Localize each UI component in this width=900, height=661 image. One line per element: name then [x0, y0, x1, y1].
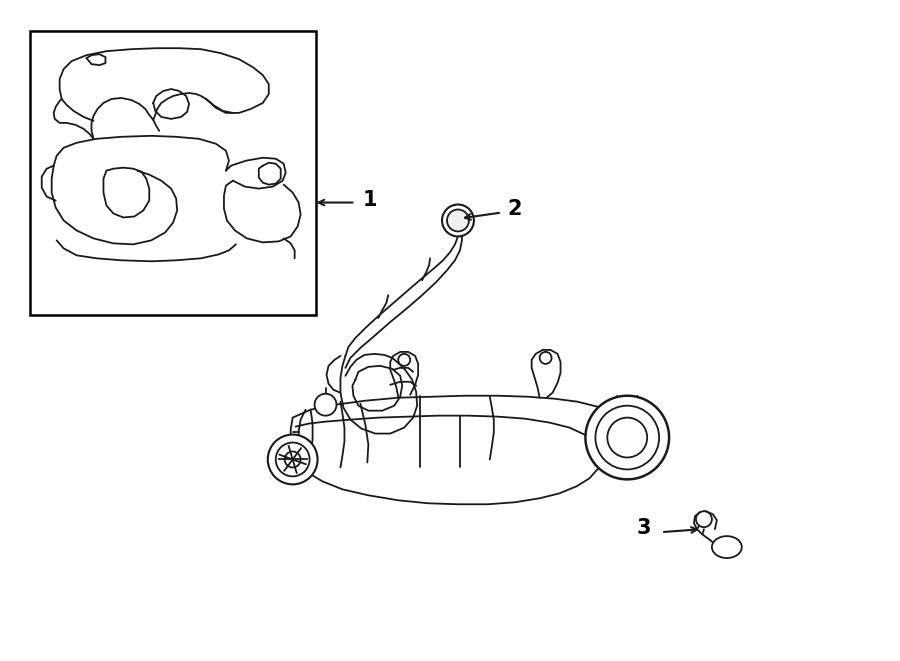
Circle shape — [585, 396, 669, 479]
Circle shape — [696, 511, 712, 527]
Circle shape — [284, 451, 301, 467]
Circle shape — [268, 434, 318, 485]
Text: 1: 1 — [363, 190, 377, 210]
Circle shape — [596, 406, 659, 469]
Bar — [30, 31, 316, 315]
Circle shape — [275, 442, 310, 477]
Circle shape — [447, 210, 469, 231]
Circle shape — [315, 394, 337, 416]
Circle shape — [398, 354, 410, 366]
Circle shape — [608, 418, 647, 457]
Text: 3: 3 — [636, 518, 652, 538]
Ellipse shape — [712, 536, 742, 558]
Circle shape — [442, 204, 474, 237]
Text: 2: 2 — [508, 198, 522, 219]
Circle shape — [540, 352, 552, 364]
